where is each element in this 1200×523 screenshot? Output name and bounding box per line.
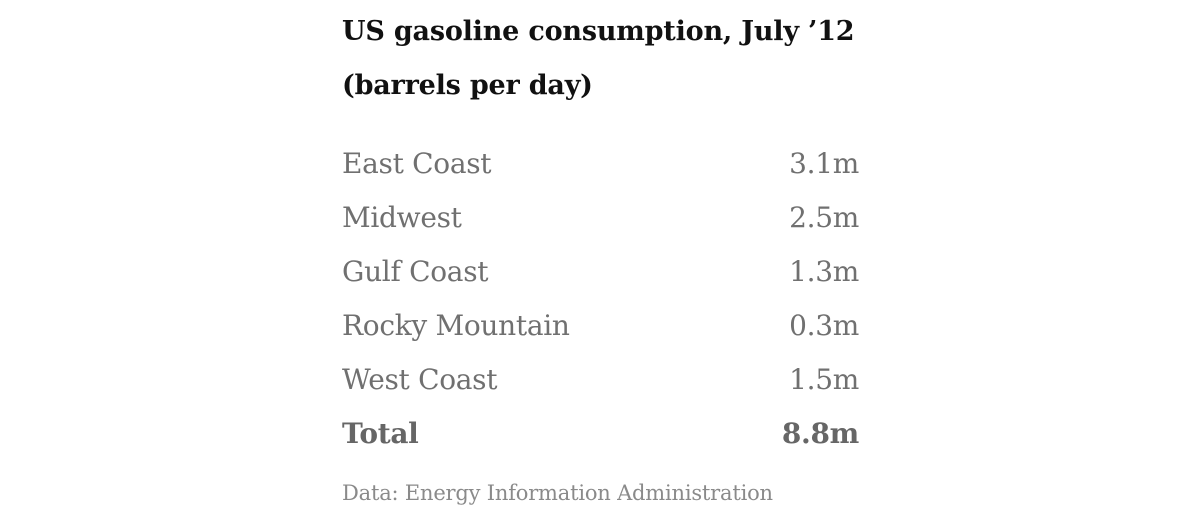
region-value: 1.5m	[789, 362, 859, 396]
table-row: West Coast 1.5m	[342, 352, 859, 406]
table-row: East Coast 3.1m	[342, 136, 859, 190]
table-row: Gulf Coast 1.3m	[342, 244, 859, 298]
region-value: 1.3m	[789, 254, 859, 288]
gasoline-consumption-table: US gasoline consumption, July ’12 (barre…	[342, 0, 859, 523]
table-row: Midwest 2.5m	[342, 190, 859, 244]
chart-title-line-2: (barrels per day)	[342, 70, 593, 101]
chart-title-line-1: US gasoline consumption, July ’12	[342, 16, 855, 47]
region-label: Gulf Coast	[342, 254, 489, 288]
chart-title: US gasoline consumption, July ’12 (barre…	[342, 5, 942, 113]
region-label: Midwest	[342, 200, 462, 234]
region-value: 0.3m	[789, 308, 859, 342]
total-label: Total	[342, 416, 419, 450]
region-label: Rocky Mountain	[342, 308, 570, 342]
table-row: Rocky Mountain 0.3m	[342, 298, 859, 352]
table-body: East Coast 3.1m Midwest 2.5m Gulf Coast …	[342, 136, 859, 460]
region-label: West Coast	[342, 362, 498, 396]
region-value: 3.1m	[789, 146, 859, 180]
total-row: Total 8.8m	[342, 406, 859, 460]
region-value: 2.5m	[789, 200, 859, 234]
region-label: East Coast	[342, 146, 492, 180]
source-note: Data: Energy Information Administration	[342, 481, 773, 505]
total-value: 8.8m	[781, 416, 859, 450]
